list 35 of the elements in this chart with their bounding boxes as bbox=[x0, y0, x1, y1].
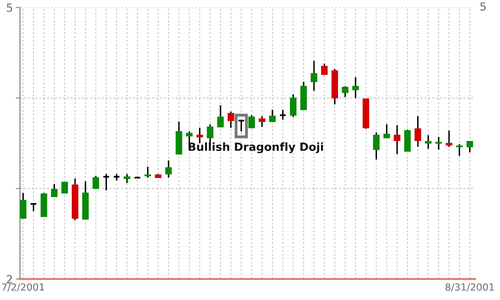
candlestick bbox=[290, 94, 296, 118]
candlestick bbox=[165, 160, 172, 178]
candlestick bbox=[217, 104, 224, 128]
candlestick bbox=[269, 109, 276, 122]
candlestick bbox=[196, 127, 203, 144]
candlestick bbox=[456, 143, 463, 157]
candlestick bbox=[124, 173, 130, 184]
candlestick bbox=[248, 114, 255, 129]
text: 5 bbox=[480, 2, 486, 11]
candlestick bbox=[61, 182, 68, 194]
candlestick bbox=[424, 134, 432, 150]
candlestick bbox=[383, 124, 390, 139]
candlestick bbox=[404, 128, 411, 152]
candlestick bbox=[20, 192, 26, 220]
candlestick bbox=[321, 62, 328, 76]
candlestick bbox=[373, 132, 380, 160]
candlestick bbox=[446, 130, 452, 148]
candlestick bbox=[40, 192, 48, 218]
candlestick bbox=[394, 124, 400, 155]
candlestick bbox=[414, 115, 422, 148]
candlestick bbox=[176, 120, 182, 155]
candlestick bbox=[258, 115, 266, 128]
candlestick bbox=[51, 183, 58, 198]
candlestick bbox=[352, 76, 359, 99]
candlestick bbox=[144, 166, 152, 178]
candlestick bbox=[228, 110, 234, 129]
candlestick bbox=[342, 86, 348, 98]
candlestick bbox=[435, 136, 442, 150]
candlestick bbox=[300, 81, 307, 110]
candlestick bbox=[310, 60, 318, 92]
y-tick-label: 2 bbox=[6, 274, 12, 284]
candlestick bbox=[92, 175, 100, 190]
candlestick bbox=[466, 140, 474, 153]
x-tick-label: 7/2/2001 bbox=[2, 283, 44, 292]
x-tick-label: 8/31/2001 bbox=[446, 283, 494, 292]
